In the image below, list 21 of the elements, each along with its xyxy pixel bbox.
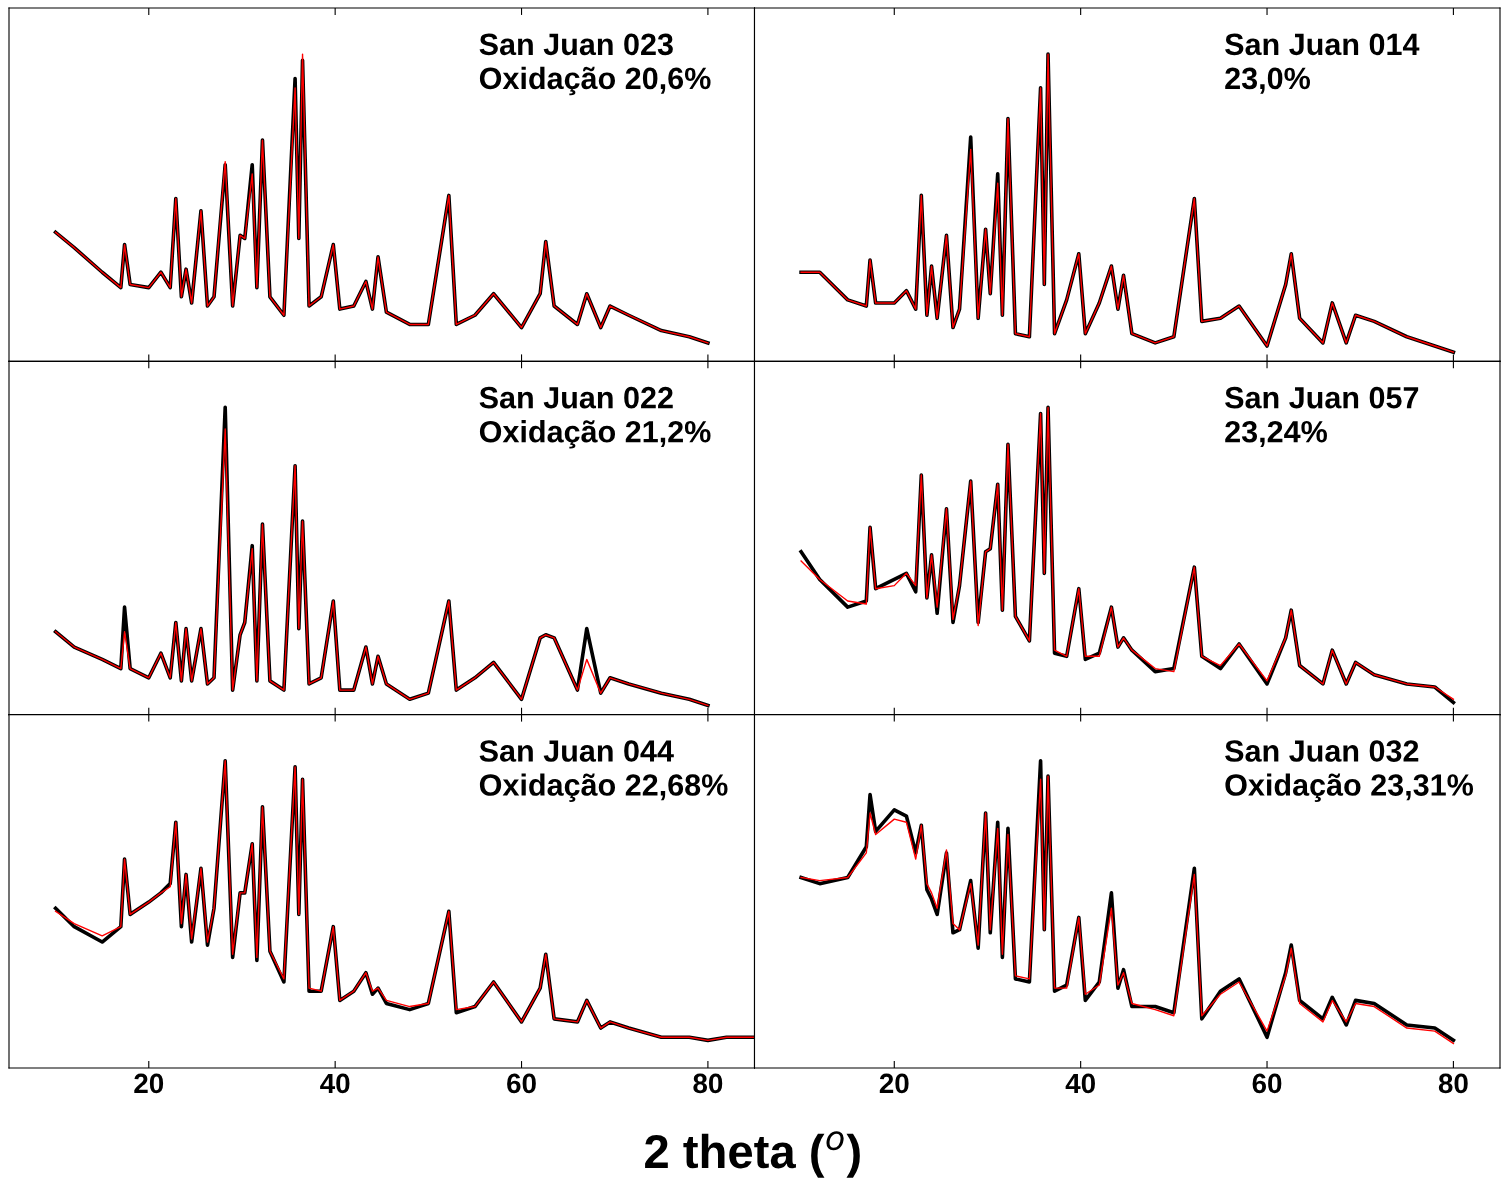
- x-tick-label: 60: [507, 1073, 536, 1094]
- chart-subtitle: Oxidação 23,31%: [1225, 773, 1474, 802]
- chart-title: San Juan 022: [479, 386, 673, 409]
- chart-title: San Juan 032: [1225, 740, 1419, 762]
- x-tick-label: 80: [693, 1073, 723, 1094]
- x-tick-label: 20: [879, 1073, 909, 1094]
- chart-title: San Juan 023: [479, 33, 673, 56]
- chart-subtitle: Oxidação 22,68%: [479, 773, 728, 802]
- chart-subtitle: Oxidação 20,6%: [479, 66, 711, 96]
- chart-title: San Juan 014: [1225, 33, 1420, 56]
- x-tick-label: 60: [1252, 1073, 1282, 1094]
- x-tick-label: 20: [134, 1073, 164, 1094]
- chart-subtitle: 23,24%: [1225, 420, 1327, 447]
- chart-subtitle: 23,0%: [1225, 67, 1310, 94]
- x-axis-title: 2 theta ($^{o}$): [645, 1131, 860, 1178]
- x-tick-label: 40: [1065, 1073, 1095, 1094]
- x-tick-label: 40: [320, 1073, 350, 1094]
- chart-title: San Juan 044: [479, 740, 674, 762]
- chart-subtitle: Oxidação 21,2%: [479, 420, 711, 449]
- chart-title: San Juan 057: [1225, 386, 1419, 409]
- x-tick-label: 80: [1438, 1073, 1468, 1094]
